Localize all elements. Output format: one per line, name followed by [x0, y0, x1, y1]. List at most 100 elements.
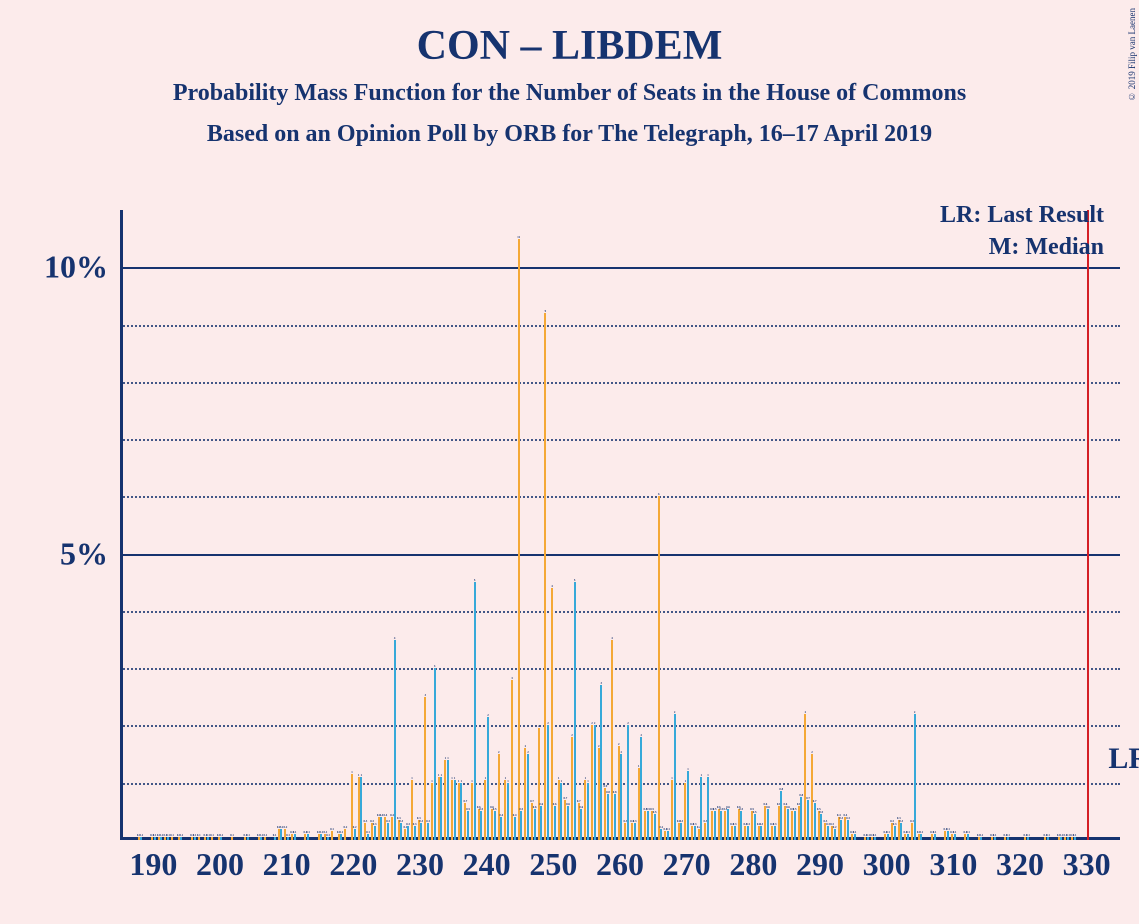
- bar: 0.1: [287, 837, 289, 840]
- bar: 5: [474, 582, 476, 840]
- chart-subtitle-1: Probability Mass Function for the Number…: [0, 80, 1139, 107]
- bar-value-label: 0.7: [577, 799, 581, 803]
- bar: 0.6: [554, 806, 556, 840]
- x-tick-label: 250: [529, 846, 577, 883]
- bar-value-label: 0.6: [786, 805, 790, 809]
- bar-value-label: 1: [587, 779, 589, 783]
- bar-value-label: 0.1: [153, 833, 157, 837]
- bar: 3: [600, 685, 602, 840]
- bar: 0.2: [660, 829, 662, 840]
- bar-value-label: 2: [487, 713, 489, 717]
- bar: 0.1: [1067, 837, 1069, 840]
- bar: 0.1: [160, 837, 162, 840]
- bar: 0.1: [954, 834, 956, 840]
- bar-value-label: 0.1: [866, 833, 870, 837]
- bar: 0.1: [247, 837, 249, 840]
- bar: 0.3: [900, 823, 902, 840]
- bar-value-label: 0.1: [906, 830, 910, 834]
- bar-value-label: 0.1: [193, 833, 197, 837]
- bar: 0.5: [754, 814, 756, 840]
- bar-value-label: 0.1: [139, 833, 143, 837]
- bar: 0.3: [847, 820, 849, 840]
- bar-value-label: 0.1: [853, 830, 857, 834]
- bar: 0.4: [500, 817, 502, 840]
- bar-value-label: 0.1: [1066, 833, 1070, 837]
- grid-major: [120, 554, 1120, 556]
- bar-value-label: 0.3: [893, 822, 897, 826]
- bar-value-label: 2: [498, 750, 500, 754]
- bar: 0.5: [654, 814, 656, 840]
- bar-value-label: 0.7: [530, 799, 534, 803]
- bar: 0.1: [967, 834, 969, 840]
- bar: 0.4: [380, 817, 382, 840]
- bar-value-label: 5: [474, 578, 476, 582]
- bar: 0.3: [427, 823, 429, 840]
- legend-lr: LR: Last Result: [940, 202, 1104, 229]
- bar: 0.6: [534, 809, 536, 841]
- x-tick-label: 240: [463, 846, 511, 883]
- bar: 0.1: [934, 834, 936, 840]
- bar-value-label: 0.7: [806, 796, 810, 800]
- bar-value-label: 0.5: [719, 807, 723, 811]
- grid-minor: [120, 668, 1120, 670]
- bar: 0.7: [807, 800, 809, 840]
- y-tick-label: 5%: [60, 535, 108, 572]
- bar-value-label: 0.2: [659, 825, 663, 829]
- bar: 0.1: [1047, 837, 1049, 840]
- bar: 0.3: [747, 826, 749, 840]
- bar: 0.5: [467, 811, 469, 840]
- bar-value-label: 2: [594, 721, 596, 725]
- bar-value-label: 2: [525, 744, 527, 748]
- bar-value-label: 0.1: [206, 833, 210, 837]
- bar: 0.6: [767, 809, 769, 841]
- bar-value-label: 0.8: [799, 793, 803, 797]
- bar: 0.1: [331, 831, 333, 840]
- bar-value-label: 4: [394, 636, 396, 640]
- x-tick-label: 200: [196, 846, 244, 883]
- bar: 0.1: [994, 837, 996, 840]
- bar-value-label: 3: [601, 681, 603, 685]
- bar: 2: [674, 714, 676, 840]
- bar: 0.4: [514, 817, 516, 840]
- bar-value-label: 4: [551, 584, 553, 588]
- bar: 0.1: [231, 837, 233, 840]
- grid-major: [120, 267, 1120, 269]
- bar: 2: [627, 725, 629, 840]
- y-tick-label: 10%: [44, 249, 108, 286]
- bar: 1: [460, 783, 462, 840]
- bar-value-label: 2: [627, 721, 629, 725]
- bar: 1: [700, 777, 702, 840]
- chart-subtitle-2: Based on an Opinion Poll by ORB for The …: [0, 121, 1139, 148]
- grid-minor: [120, 382, 1120, 384]
- bar: 0.1: [920, 834, 922, 840]
- bar-value-label: 0.3: [406, 822, 410, 826]
- bar-value-label: 9: [545, 309, 547, 313]
- bar: 0.1: [1027, 837, 1029, 840]
- bar: 2: [547, 725, 549, 840]
- bar: 0.2: [344, 829, 346, 840]
- bar-value-label: 2: [527, 750, 529, 754]
- bar: 0.5: [647, 811, 649, 840]
- x-tick-label: 190: [129, 846, 177, 883]
- bar: 0.5: [794, 811, 796, 840]
- bar-value-label: 0.8: [779, 787, 783, 791]
- x-tick-label: 220: [329, 846, 377, 883]
- bar-value-label: 0.6: [553, 802, 557, 806]
- bar-value-label: 0.1: [933, 830, 937, 834]
- bar-value-label: 0.1: [326, 833, 330, 837]
- bar: 0.8: [780, 791, 782, 840]
- bar: 5: [574, 582, 576, 840]
- bar-value-label: 0.3: [426, 819, 430, 823]
- bar: 0.3: [680, 823, 682, 840]
- bar: 2: [620, 754, 622, 840]
- bar: 0.5: [494, 811, 496, 840]
- bar: 0.3: [734, 826, 736, 840]
- bar-value-label: 1: [361, 773, 363, 777]
- bar: 0.1: [198, 837, 200, 840]
- bar-value-label: 0.1: [953, 830, 957, 834]
- bar-value-label: 0.4: [499, 813, 503, 817]
- bar-value-label: 0.6: [766, 805, 770, 809]
- bar-value-label: 2: [674, 710, 676, 714]
- bar-value-label: 0.3: [386, 819, 390, 823]
- bar: 0.8: [614, 794, 616, 840]
